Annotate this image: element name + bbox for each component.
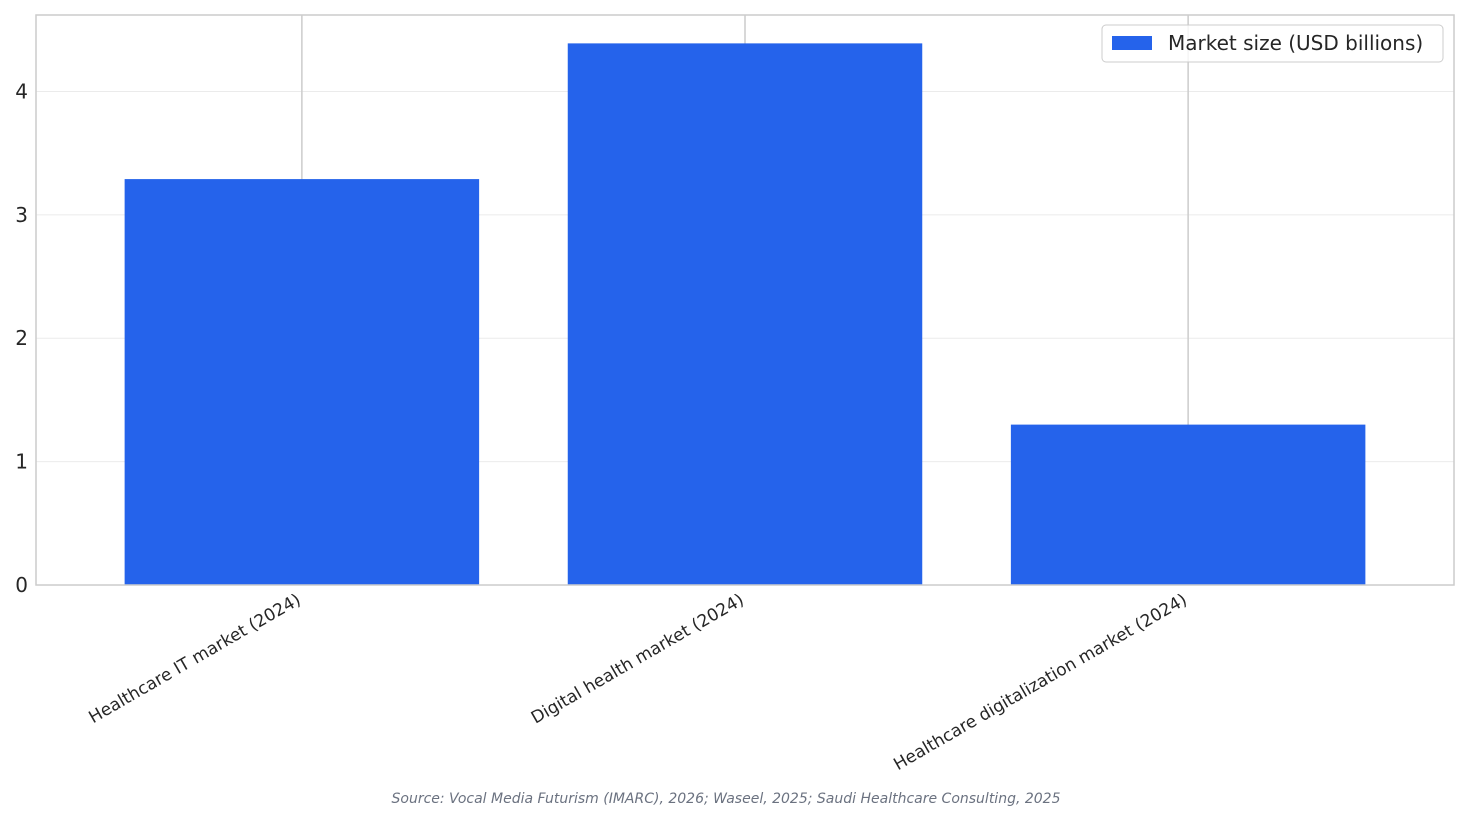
- y-tick-label: 4: [15, 79, 28, 103]
- y-tick-label: 3: [15, 203, 28, 227]
- y-axis-ticks: 0 1 2 3 4: [15, 79, 28, 597]
- bar: [567, 43, 923, 585]
- y-tick-label: 1: [15, 450, 28, 474]
- y-tick-label: 2: [15, 326, 28, 350]
- legend-swatch: [1112, 36, 1152, 50]
- bar: [1010, 424, 1366, 585]
- bar: [124, 179, 480, 585]
- x-tick-label: Healthcare digitalization market (2024): [890, 590, 1190, 775]
- legend: Market size (USD billions): [1101, 24, 1444, 63]
- x-axis-ticks: Healthcare IT market (2024) Digital healt…: [86, 590, 1191, 775]
- legend-label: Market size (USD billions): [1168, 31, 1423, 55]
- legend-box: [1101, 24, 1444, 63]
- y-tick-label: 0: [15, 573, 28, 597]
- x-tick-label: Healthcare IT market (2024): [86, 590, 305, 728]
- x-tick-label: Digital health market (2024): [528, 590, 748, 728]
- bars: [124, 43, 1366, 585]
- plot-frame: [35, 14, 1455, 586]
- source-note: Source: Vocal Media Futurism (IMARC), 20…: [391, 791, 1061, 807]
